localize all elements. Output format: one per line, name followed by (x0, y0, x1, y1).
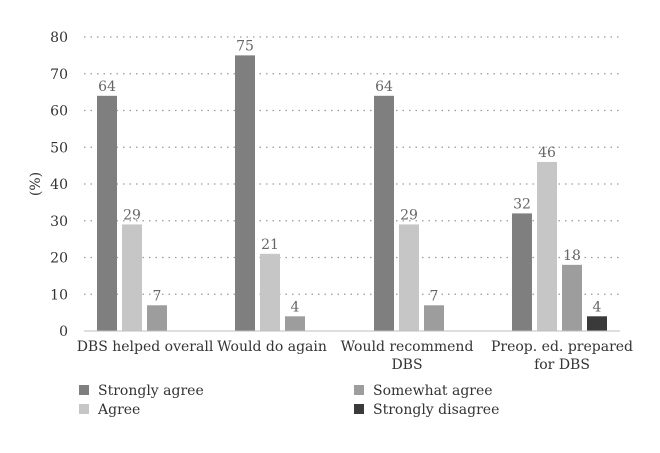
data-label: 21 (261, 237, 279, 253)
data-label: 18 (563, 248, 581, 264)
bar (285, 316, 305, 331)
data-label: 75 (236, 38, 254, 54)
y-tick-label: 70 (50, 67, 68, 83)
legend-swatch (354, 385, 364, 395)
y-tick-label: 10 (50, 287, 68, 303)
bar (122, 224, 142, 331)
category-label: Would recommend DBS (341, 339, 474, 373)
y-tick-label: 20 (50, 251, 68, 267)
data-label: 64 (375, 79, 393, 95)
legend-item: Agree (79, 402, 140, 418)
data-label: 7 (430, 288, 439, 304)
data-label: 29 (400, 207, 418, 223)
data-label: 46 (538, 145, 556, 161)
legend-label: Strongly disagree (373, 402, 499, 418)
legend-item: Somewhat agree (354, 383, 493, 399)
bar (587, 316, 607, 331)
y-tick-label: 30 (50, 214, 68, 230)
y-axis-label: (%) (28, 172, 44, 196)
legend-swatch (79, 404, 89, 414)
bar (424, 305, 444, 331)
y-tick-label: 50 (50, 140, 68, 156)
category-label: Would do again (217, 339, 327, 355)
data-label: 7 (153, 288, 162, 304)
category-label: Preop. ed. prepared for DBS (491, 339, 633, 373)
bar (235, 55, 255, 331)
data-label: 32 (513, 196, 531, 212)
legend-swatch (79, 385, 89, 395)
bar (512, 213, 532, 331)
legend: Strongly agree Agree Somewhat agree Strongl… (79, 383, 499, 418)
legend-label: Strongly agree (98, 383, 204, 399)
y-axis-ticks: 0 10 20 30 40 50 60 70 80 (50, 30, 68, 340)
bars: 64 29 7 75 21 4 64 29 7 32 46 18 4 (97, 38, 607, 331)
data-label: 4 (291, 299, 300, 315)
legend-item: Strongly agree (79, 383, 204, 399)
legend-label: Somewhat agree (373, 383, 493, 399)
data-label: 29 (123, 207, 141, 223)
bar (399, 224, 419, 331)
grid (84, 36, 620, 295)
data-label: 4 (593, 299, 602, 315)
bar (260, 253, 280, 331)
category-label: DBS helped overall (77, 339, 214, 355)
legend-label: Agree (97, 402, 140, 418)
y-tick-label: 80 (50, 30, 68, 46)
bar (97, 95, 117, 331)
y-tick-label: 60 (50, 104, 68, 120)
legend-item: Strongly disagree (354, 402, 499, 418)
y-tick-label: 0 (59, 324, 68, 340)
legend-swatch (354, 404, 364, 414)
data-label: 64 (98, 79, 116, 95)
y-tick-label: 40 (50, 177, 68, 193)
bar (562, 264, 582, 331)
category-labels: DBS helped overall Would do again Would re… (77, 339, 633, 373)
bar (147, 305, 167, 331)
bar (374, 95, 394, 331)
bar (537, 161, 557, 331)
